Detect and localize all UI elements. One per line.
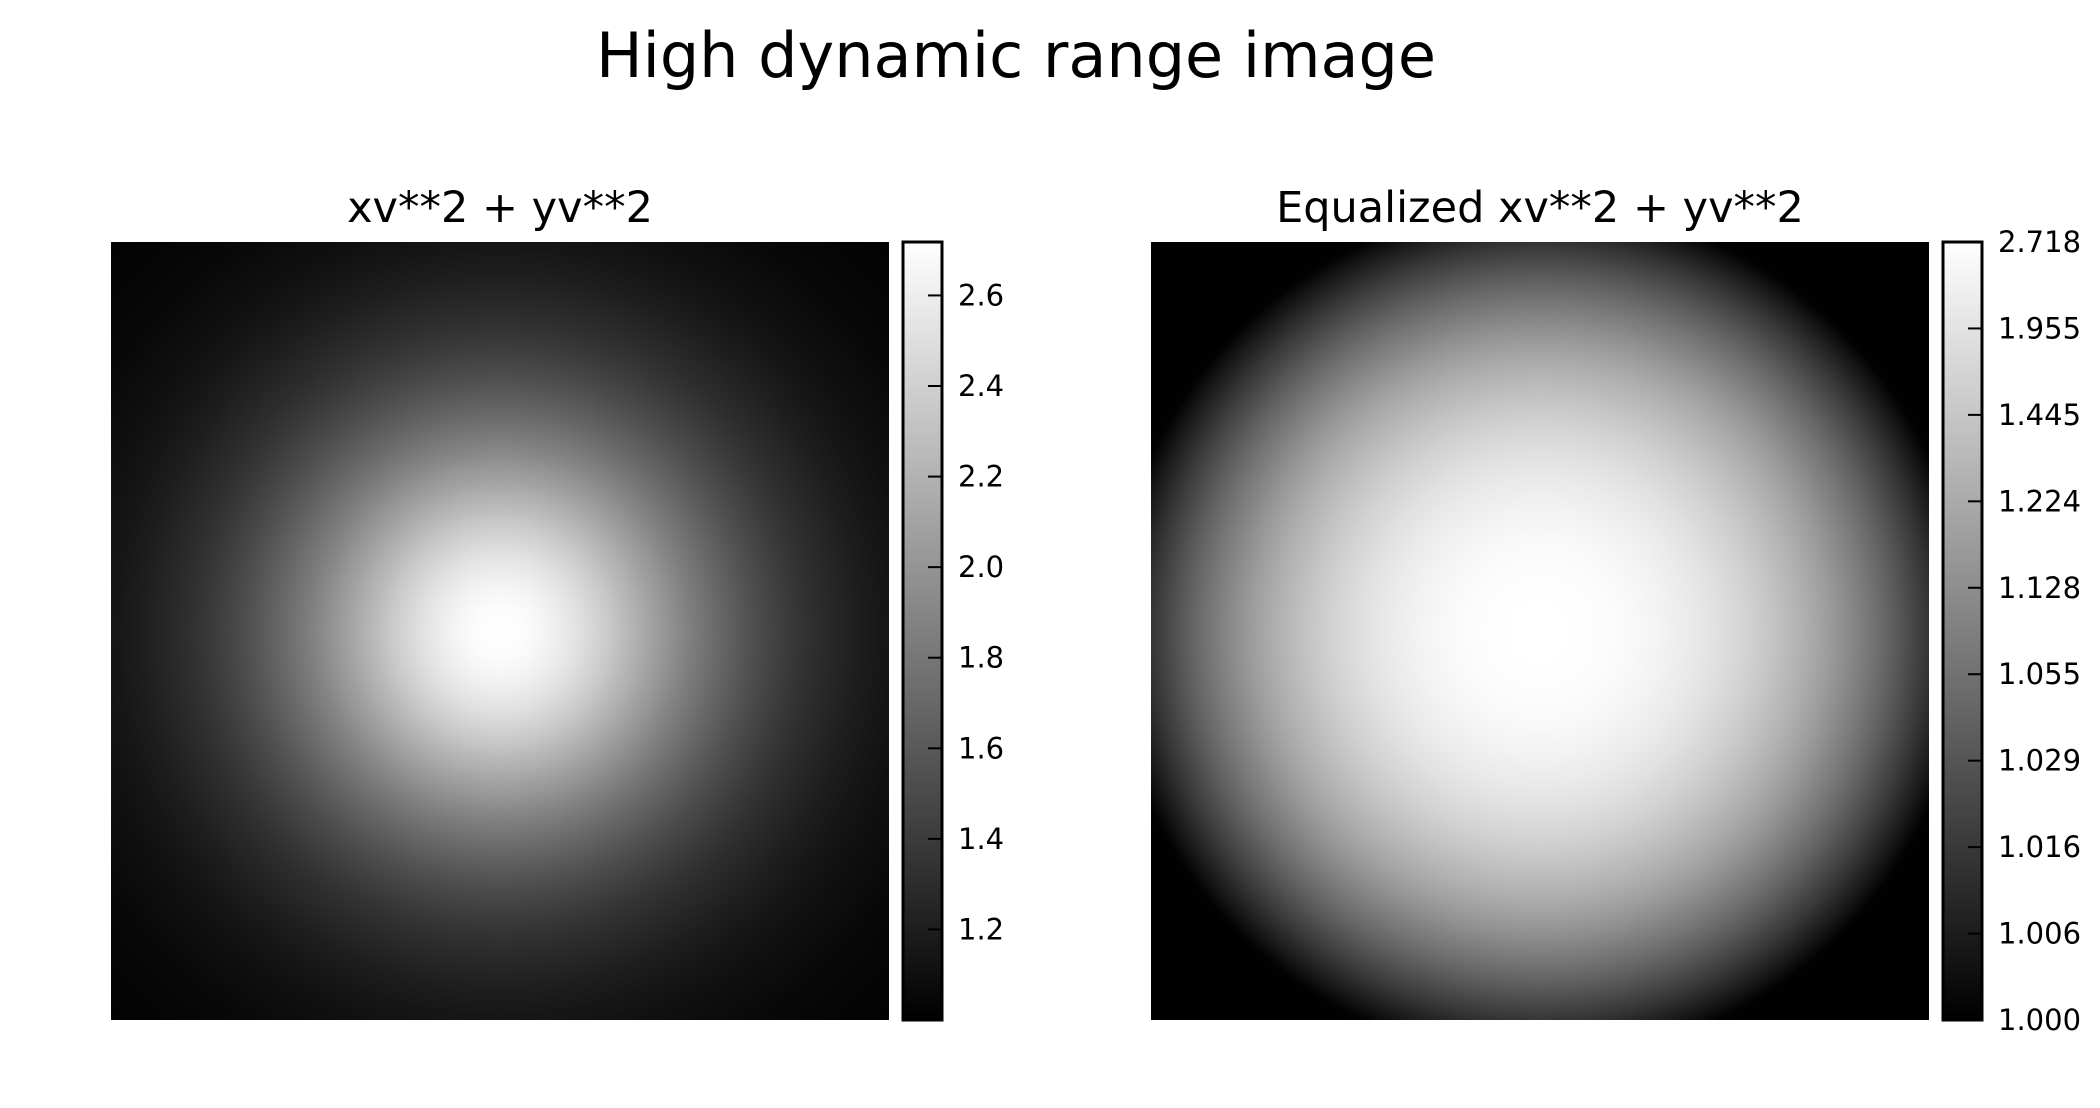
panel-raw: xv**2 + yv**2 1.2 1.4 1.6 1.8 2.0 2.2 2.4 2.6: [111, 183, 1004, 1022]
panel-raw-title: xv**2 + yv**2: [347, 183, 653, 233]
colorbar-1-tick-label: 1.128: [1998, 571, 2081, 605]
colorbar-0-tick-label: 2.0: [958, 550, 1004, 584]
panel-equalized: Equalized xv**2 + yv**2 1.0001.0061.0161…: [1151, 183, 2081, 1037]
panel-raw-colorbar-gradient: [901, 240, 944, 1022]
colorbar-1-tick-label: 1.055: [1998, 657, 2081, 691]
colorbar-1-tick-label: 1.006: [1998, 917, 2081, 951]
colorbar-1-tick-label: 1.445: [1998, 398, 2081, 432]
colorbar-0-tick-label: 2.2: [958, 460, 1004, 494]
figure-title: High dynamic range image: [596, 19, 1436, 92]
colorbar-1-tick-label: 1.000: [1998, 1003, 2081, 1037]
panel-raw-colorbar: 1.2 1.4 1.6 1.8 2.0 2.2 2.4 2.6: [901, 240, 1004, 1022]
colorbar-0-tick-label: 1.8: [958, 641, 1004, 675]
colorbar-1-tick-label: 2.718: [1998, 225, 2081, 259]
colorbar-0-tick-label: 2.6: [958, 278, 1004, 312]
panel-equalized-colorbar: 1.000 1.006 1.016 1.029 1.055 1.128 1.224 1.445…: [1941, 225, 2081, 1037]
panel-raw-image: [111, 242, 889, 1020]
colorbar-0-tick-label: 1.6: [958, 731, 1004, 765]
panel-equalized-image: [1151, 242, 1929, 1020]
colorbar-1-tick-label: 1.224: [1998, 484, 2081, 518]
colorbar-1-tick-label: 1.029: [1998, 744, 2081, 778]
colorbar-1-tick-label: 1.016: [1998, 830, 2081, 864]
panel-equalized-title: Equalized xv**2 + yv**2: [1276, 183, 1804, 233]
colorbar-0-tick-label: 2.4: [958, 369, 1004, 403]
colorbar-0-tick-label: 1.2: [958, 912, 1004, 946]
colorbar-1-tick-label: 1.955: [1998, 311, 2081, 345]
panel-equalized-colorbar-gradient: [1941, 240, 1984, 1022]
colorbar-0-tick-label: 1.4: [958, 822, 1004, 856]
